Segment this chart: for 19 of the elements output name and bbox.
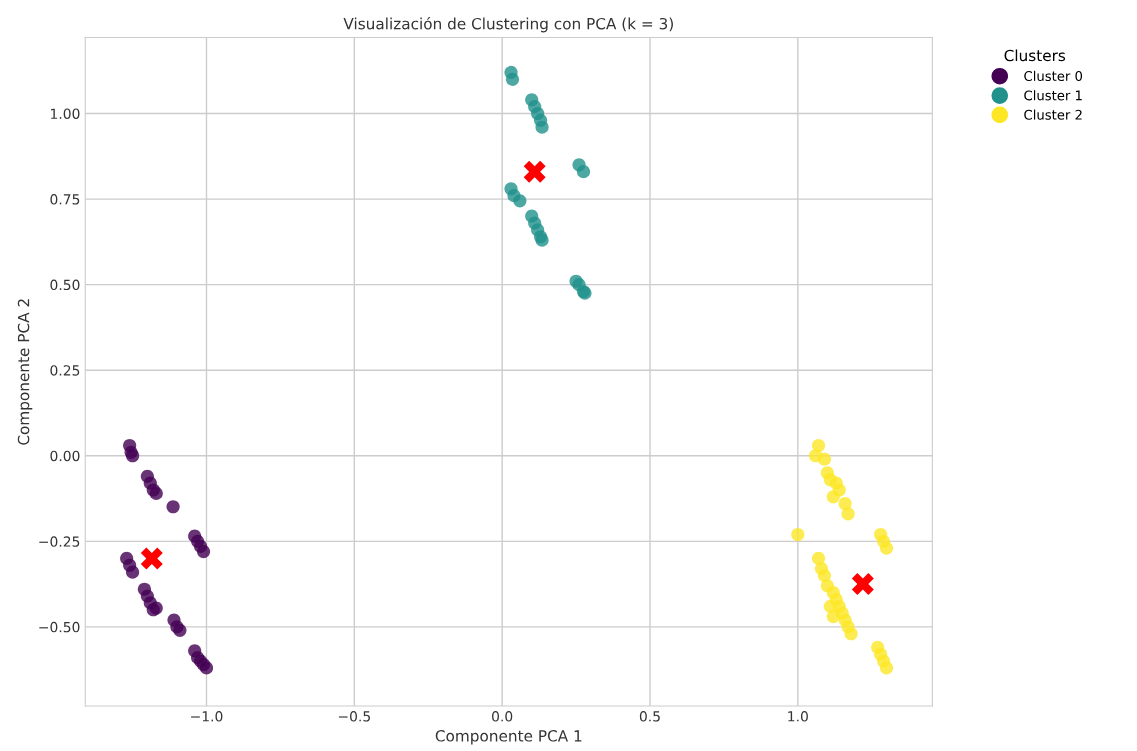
x-tick-label: 0.0: [492, 711, 513, 722]
x-tick-label: 1.0: [788, 711, 808, 722]
y-tick-label: 0.50: [50, 279, 80, 291]
y-tick-label: 1.00: [51, 108, 80, 119]
x-axis-title: Componente PCA 1: [435, 730, 582, 745]
y-tick-label: −0.25: [39, 536, 80, 547]
y-tick-label: 0.25: [50, 365, 80, 376]
x-tick-label: −0.5: [338, 711, 370, 722]
y-tick-label: 0.00: [50, 450, 80, 462]
x-tick-label: −1.0: [191, 711, 223, 722]
legend-label: Cluster 1: [1024, 90, 1082, 101]
y-tick-label: 0.75: [50, 194, 80, 205]
legend-label: Cluster 2: [1024, 109, 1082, 120]
y-tick-label: −0.50: [39, 621, 80, 633]
chart-title: Visualización de Clustering con PCA (k = 3): [343, 17, 673, 33]
x-tick-label: 0.5: [639, 711, 660, 722]
y-axis-title: Componente PCA 2: [17, 299, 33, 445]
legend-title: Clusters: [1004, 49, 1066, 62]
legend-label: Cluster 0: [1024, 70, 1083, 82]
